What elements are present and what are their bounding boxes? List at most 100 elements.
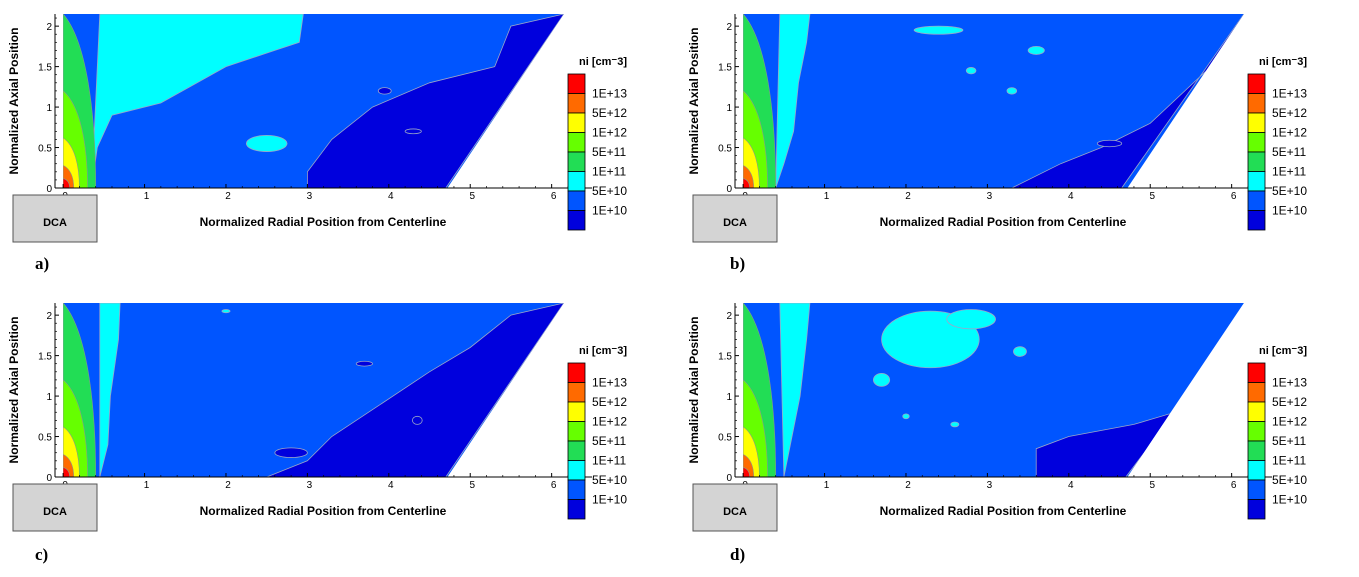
contour-group bbox=[63, 303, 564, 477]
legend-swatch bbox=[1247, 151, 1266, 172]
legend-level-label: 5E+12 bbox=[1272, 395, 1307, 409]
x-tick-label: 6 bbox=[551, 480, 557, 491]
legend-level-label: 1E+11 bbox=[1272, 454, 1306, 468]
contour-dark-region bbox=[266, 303, 564, 477]
y-tick-label: 0.5 bbox=[718, 433, 732, 444]
y-tick-label: 1 bbox=[726, 103, 732, 114]
x-tick-label: 3 bbox=[307, 480, 313, 491]
contour-cyan-island bbox=[902, 413, 910, 420]
legend-swatch bbox=[1247, 210, 1266, 231]
legend-level-label: 1E+13 bbox=[592, 87, 627, 101]
panel-label-d: d) bbox=[730, 545, 746, 564]
panel-label-b: b) bbox=[730, 254, 746, 273]
legend-level-label: 1E+12 bbox=[1272, 126, 1307, 140]
y-tick-label: 1.5 bbox=[718, 63, 732, 74]
contour-dark-island bbox=[1218, 347, 1229, 365]
legend-level-label: 1E+11 bbox=[592, 165, 626, 179]
legend-level-label: 1E+13 bbox=[592, 376, 627, 390]
x-tick-label: 1 bbox=[824, 480, 830, 491]
x-tick-label: 4 bbox=[1068, 191, 1074, 202]
contour-cyan-island bbox=[1013, 346, 1027, 357]
legend-swatch bbox=[567, 151, 586, 172]
legend-swatch bbox=[1247, 401, 1266, 422]
contour-dark-island bbox=[274, 447, 308, 458]
y-tick-label: 2 bbox=[46, 311, 52, 322]
x-tick-label: 5 bbox=[469, 191, 475, 202]
contour-dark-island bbox=[412, 415, 423, 425]
legend-title: ni [cm⁻3] bbox=[1259, 345, 1307, 357]
legend-level-label: 5E+11 bbox=[1272, 434, 1306, 448]
legend-swatch bbox=[567, 479, 586, 500]
contour-cyan-island bbox=[1027, 45, 1045, 55]
legend-level-label: 5E+11 bbox=[1272, 145, 1306, 159]
dca-label: DCA bbox=[723, 506, 747, 518]
legend-swatch bbox=[567, 440, 586, 461]
legend-title: ni [cm⁻3] bbox=[579, 56, 627, 68]
legend-title: ni [cm⁻3] bbox=[1259, 56, 1307, 68]
x-tick-label: 3 bbox=[987, 191, 993, 202]
x-tick-label: 6 bbox=[1231, 480, 1237, 491]
x-tick-label: 3 bbox=[307, 191, 313, 202]
legend-swatch bbox=[1247, 421, 1266, 442]
legend-level-label: 1E+10 bbox=[1272, 204, 1307, 218]
y-tick-label: 2 bbox=[46, 22, 52, 33]
legend-level-label: 5E+11 bbox=[592, 145, 626, 159]
y-tick-label: 0 bbox=[726, 473, 732, 484]
contour-base-blue bbox=[743, 303, 1244, 477]
y-tick-label: 0 bbox=[726, 184, 732, 195]
contour-dark-island bbox=[1096, 139, 1123, 148]
legend-swatch bbox=[567, 210, 586, 231]
x-tick-label: 2 bbox=[225, 191, 231, 202]
legend-level-label: 5E+12 bbox=[592, 106, 627, 120]
y-tick-label: 1.5 bbox=[38, 352, 52, 363]
contour-cyan-island bbox=[1006, 87, 1018, 95]
legend-swatch bbox=[567, 421, 586, 442]
x-axis-title: Normalized Radial Position from Centerli… bbox=[200, 215, 447, 229]
legend-swatch bbox=[1247, 190, 1266, 211]
contour-cyan-region bbox=[779, 303, 811, 477]
x-tick-label: 2 bbox=[905, 191, 911, 202]
legend-level-label: 5E+11 bbox=[592, 434, 626, 448]
contour-cyan-island bbox=[950, 421, 960, 428]
legend-swatch bbox=[567, 460, 586, 481]
contour-cyan-region bbox=[99, 303, 121, 477]
legend-swatch bbox=[1247, 499, 1266, 520]
legend-swatch bbox=[567, 171, 586, 192]
x-tick-label: 6 bbox=[1231, 191, 1237, 202]
legend-level-label: 1E+12 bbox=[592, 126, 627, 140]
y-axis-title: Normalized Axial Position bbox=[7, 28, 21, 175]
legend-title: ni [cm⁻3] bbox=[579, 345, 627, 357]
x-tick-label: 4 bbox=[1068, 480, 1074, 491]
x-tick-label: 1 bbox=[144, 480, 150, 491]
y-axis-title: Normalized Axial Position bbox=[687, 28, 701, 175]
legend-swatch bbox=[1247, 132, 1266, 153]
contour-dark-island bbox=[377, 87, 392, 95]
contour-cyan-island bbox=[946, 309, 996, 330]
contour-group bbox=[743, 303, 1244, 477]
x-tick-label: 1 bbox=[144, 191, 150, 202]
legend-level-label: 1E+11 bbox=[1272, 165, 1306, 179]
legend-swatch bbox=[567, 132, 586, 153]
legend-swatch bbox=[567, 190, 586, 211]
y-tick-label: 2 bbox=[726, 311, 732, 322]
contour-cyan-region bbox=[775, 14, 811, 188]
legend-swatch bbox=[567, 362, 586, 383]
contour-cyan-island bbox=[913, 25, 964, 35]
x-tick-label: 5 bbox=[469, 480, 475, 491]
legend-level-label: 1E+13 bbox=[1272, 376, 1307, 390]
legend-swatch bbox=[1247, 362, 1266, 383]
y-tick-label: 0 bbox=[46, 473, 52, 484]
legend-level-label: 5E+10 bbox=[1272, 473, 1307, 487]
contour-dark-island bbox=[355, 360, 373, 367]
legend-level-label: 1E+12 bbox=[592, 415, 627, 429]
contour-cyan-island bbox=[221, 309, 231, 314]
x-axis-title: Normalized Radial Position from Centerli… bbox=[880, 215, 1127, 229]
dca-label: DCA bbox=[43, 217, 67, 229]
legend-level-label: 1E+11 bbox=[592, 454, 626, 468]
